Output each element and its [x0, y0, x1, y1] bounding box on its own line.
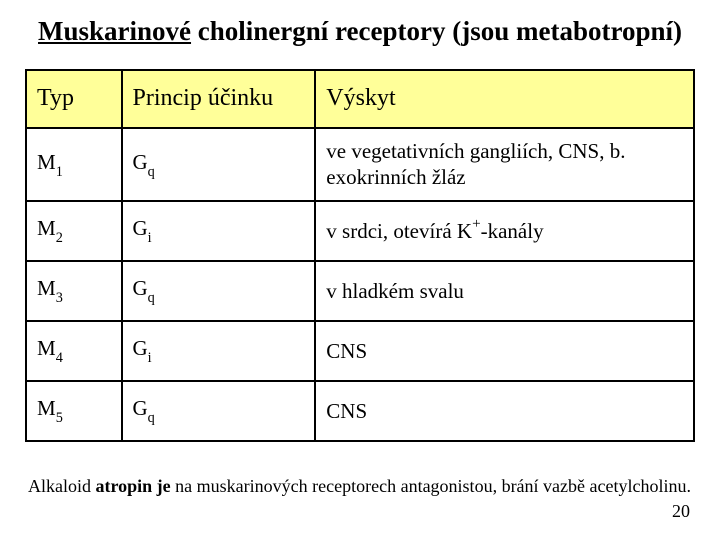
- cell-type: M5: [26, 381, 122, 441]
- footnote-part1: Alkaloid: [28, 476, 96, 496]
- header-vyskyt: Výskyt: [315, 70, 694, 128]
- type-main: M: [37, 336, 56, 360]
- princ-main: G: [133, 336, 148, 360]
- type-main: M: [37, 216, 56, 240]
- cell-occurrence: v srdci, otevírá K+-kanály: [315, 201, 694, 261]
- cell-type: M3: [26, 261, 122, 321]
- header-typ: Typ: [26, 70, 122, 128]
- slide-title: Muskarinové cholinergní receptory (jsou …: [20, 15, 700, 49]
- princ-main: G: [133, 396, 148, 420]
- cell-occurrence: CNS: [315, 321, 694, 381]
- type-sub: 1: [56, 164, 63, 180]
- type-main: M: [37, 396, 56, 420]
- table-row: M3 Gq v hladkém svalu: [26, 261, 694, 321]
- table-header-row: Typ Princip účinku Výskyt: [26, 70, 694, 128]
- type-main: M: [37, 150, 56, 174]
- princ-main: G: [133, 216, 148, 240]
- table-row: M2 Gi v srdci, otevírá K+-kanály: [26, 201, 694, 261]
- table-row: M4 Gi CNS: [26, 321, 694, 381]
- cell-occurrence: v hladkém svalu: [315, 261, 694, 321]
- cell-type: M2: [26, 201, 122, 261]
- footnote-bold: atropin je: [96, 476, 171, 496]
- footnote: Alkaloid atropin je na muskarinových rec…: [28, 476, 692, 497]
- occ-pre: v srdci, otevírá K: [326, 219, 472, 243]
- type-sub: 2: [56, 230, 63, 246]
- cell-principle: Gq: [122, 261, 316, 321]
- cell-type: M4: [26, 321, 122, 381]
- princ-sub: i: [148, 230, 152, 246]
- cell-occurrence: ve vegetativních gangliích, CNS, b. exok…: [315, 128, 694, 201]
- cell-principle: Gq: [122, 128, 316, 201]
- occ-pre: ve vegetativních gangliích, CNS, b. exok…: [326, 139, 625, 189]
- table-row: M1 Gq ve vegetativních gangliích, CNS, b…: [26, 128, 694, 201]
- receptor-table: Typ Princip účinku Výskyt M1 Gq ve veget…: [25, 69, 695, 442]
- table-row: M5 Gq CNS: [26, 381, 694, 441]
- princ-sub: q: [148, 164, 155, 180]
- footnote-part2: na muskarinových receptorech antagonisto…: [171, 476, 691, 496]
- princ-sub: q: [148, 410, 155, 426]
- princ-main: G: [133, 276, 148, 300]
- type-sub: 5: [56, 410, 63, 426]
- header-princip: Princip účinku: [122, 70, 316, 128]
- title-rest: cholinergní receptory (jsou metabotropní…: [191, 16, 682, 46]
- occ-pre: v hladkém svalu: [326, 279, 464, 303]
- type-main: M: [37, 276, 56, 300]
- occ-pre: CNS: [326, 339, 367, 363]
- title-underlined: Muskarinové: [38, 16, 191, 46]
- cell-type: M1: [26, 128, 122, 201]
- type-sub: 3: [56, 290, 63, 306]
- cell-occurrence: CNS: [315, 381, 694, 441]
- type-sub: 4: [56, 350, 63, 366]
- princ-sub: q: [148, 290, 155, 306]
- occ-post: -kanály: [481, 219, 544, 243]
- cell-principle: Gi: [122, 201, 316, 261]
- page-number: 20: [672, 501, 690, 522]
- occ-pre: CNS: [326, 399, 367, 423]
- cell-principle: Gi: [122, 321, 316, 381]
- cell-principle: Gq: [122, 381, 316, 441]
- princ-sub: i: [148, 350, 152, 366]
- princ-main: G: [133, 150, 148, 174]
- occ-sup: +: [472, 216, 481, 232]
